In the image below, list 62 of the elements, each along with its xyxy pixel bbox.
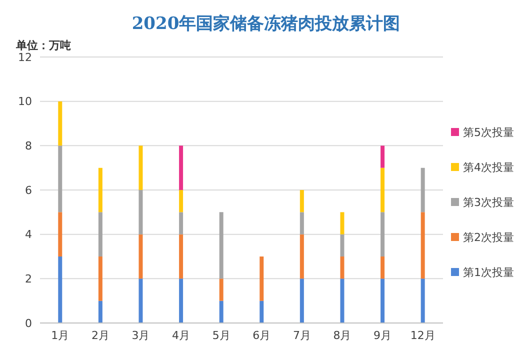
bar (98, 300, 102, 323)
y-tick-label: 12 (18, 50, 32, 64)
bar (219, 278, 224, 301)
bar (179, 234, 184, 279)
bar (179, 212, 184, 234)
y-tick-label: 8 (25, 140, 32, 153)
bar (300, 212, 304, 234)
y-tick-label: 10 (18, 95, 32, 108)
x-tick-label: 9月 (374, 328, 392, 342)
bar (179, 190, 184, 212)
bar (380, 168, 385, 212)
bar (340, 234, 344, 256)
bar (380, 146, 385, 168)
legend-label: 第3次投量 (463, 194, 514, 210)
legend-label: 第4次投量 (463, 160, 514, 174)
bar (420, 212, 425, 279)
legend-label: 第5次投量 (463, 124, 514, 140)
bar (138, 234, 143, 279)
legend-label: 第2次投量 (463, 230, 514, 244)
x-tick-label: 6月 (252, 328, 271, 342)
bar (219, 212, 224, 279)
bar (340, 212, 344, 234)
bar (260, 300, 264, 323)
bar (300, 190, 304, 212)
bar (260, 256, 264, 301)
x-tick-label: 12月 (410, 328, 436, 342)
x-tick-label: 1月 (51, 328, 70, 342)
bar (98, 256, 102, 301)
chart-title: 2020年国家储备冻猪肉投放累计图 (130, 13, 402, 35)
legend-label: 第1次投量 (463, 264, 514, 280)
y-tick-label: 4 (25, 228, 32, 242)
x-tick-label: 7月 (292, 328, 311, 342)
bar (98, 168, 102, 212)
bar (219, 300, 224, 323)
bar (340, 256, 344, 279)
bar (300, 278, 304, 323)
bar (300, 234, 304, 279)
bar (420, 278, 425, 323)
y-axis-title: 单位：万吨 (16, 38, 71, 52)
x-tick-label: 2月 (91, 328, 110, 342)
bar (58, 256, 62, 323)
bar (380, 278, 385, 323)
bar (58, 101, 62, 146)
bar (380, 256, 385, 279)
bar (340, 278, 344, 323)
bar (138, 278, 143, 323)
bar (380, 212, 385, 256)
x-tick-label: 8月 (333, 328, 352, 342)
y-tick-label: 6 (25, 184, 32, 197)
x-tick-label: 5月 (212, 328, 230, 342)
x-tick-label: 4月 (172, 328, 190, 342)
bar (138, 146, 143, 190)
bar (58, 146, 62, 212)
bar (98, 212, 102, 256)
bar (179, 146, 184, 190)
bar (138, 190, 143, 234)
x-tick-label: 3月 (132, 328, 150, 342)
y-tick-label: 0 (25, 316, 32, 330)
bar (58, 212, 62, 256)
bar (179, 278, 184, 323)
bar (420, 168, 425, 212)
y-tick-label: 2 (25, 272, 32, 286)
